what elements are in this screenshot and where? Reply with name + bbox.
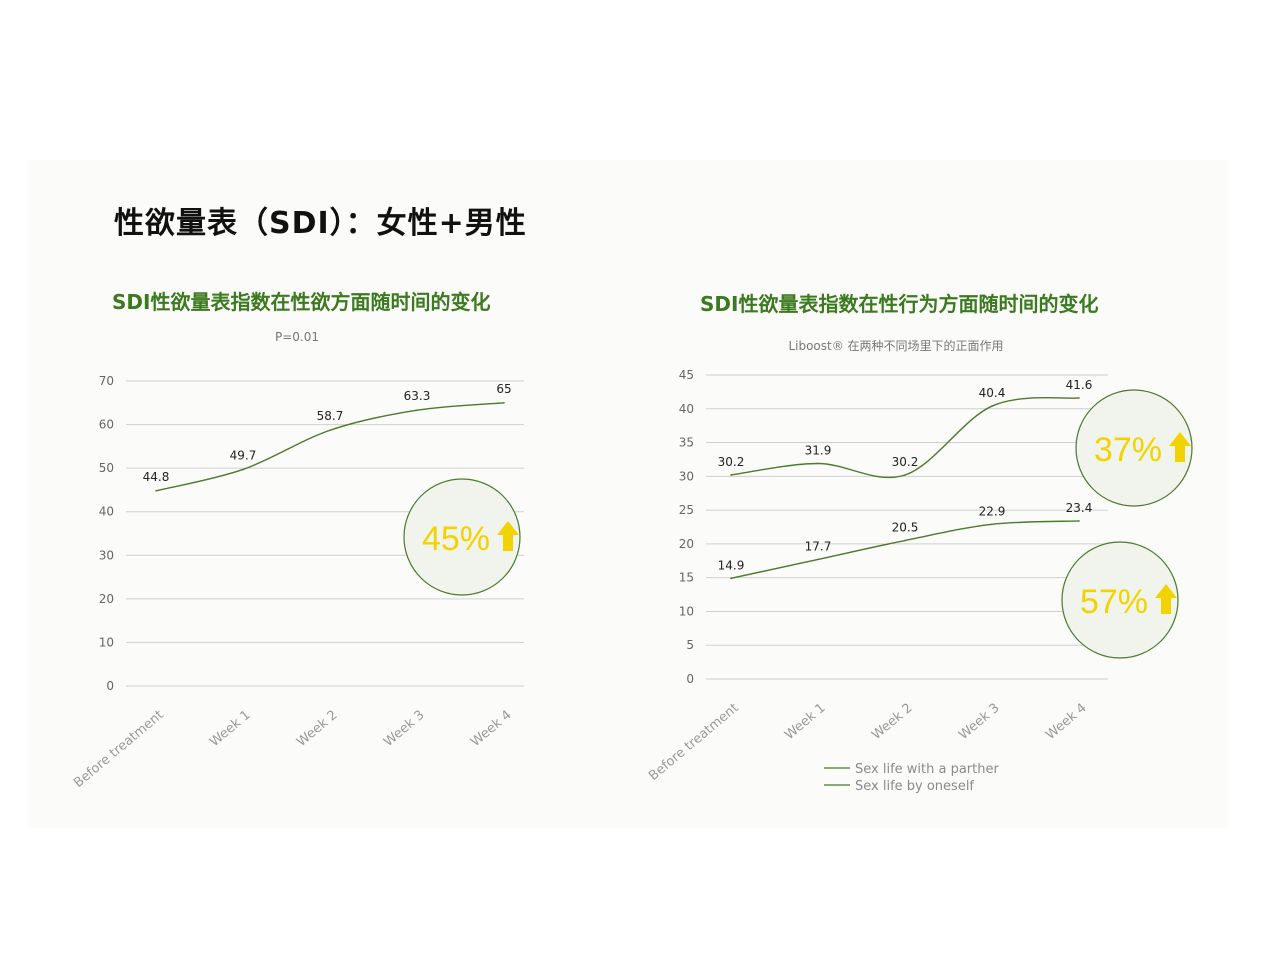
x-tick-label-1: Week 1	[782, 701, 828, 743]
sdi-behavior-chart: Liboost® 在两种不同场里下的正面作用 0 5 10 15 20 25 30 35 40 45…	[646, 338, 1193, 794]
y-tick-label-0: 0	[106, 679, 114, 693]
callout-circle-2	[1061, 541, 1179, 659]
callout-text-1: 37%	[1094, 431, 1162, 469]
callout-circle-1	[1075, 389, 1193, 507]
up-arrow-icon-1	[1169, 432, 1191, 462]
x-tick-label-2: Week 2	[869, 701, 915, 743]
chart-1-subtitle: P=0.01	[275, 330, 319, 344]
y-tick-label-35: 35	[679, 436, 694, 450]
data-label-0-4: 65	[496, 382, 511, 396]
data-label-1-3: 22.9	[979, 504, 1006, 518]
chart-2-title: SDI性欲量表指数在性行为方面随时间的变化	[700, 292, 1099, 316]
content-panel	[28, 160, 1228, 828]
y-tick-label-70: 70	[99, 374, 114, 388]
data-label-0-3: 63.3	[404, 389, 431, 403]
data-point-0-3	[991, 405, 993, 407]
up-arrow-icon-2	[1155, 584, 1177, 614]
legend-label-0: Sex life with a parther	[855, 762, 999, 777]
y-tick-label-15: 15	[679, 571, 694, 585]
x-tick-label-3: Week 3	[956, 701, 1002, 743]
data-label-1-4: 23.4	[1066, 501, 1093, 515]
data-point-0-1	[242, 468, 244, 471]
data-label-0-3: 40.4	[979, 386, 1006, 400]
chart-1-title: SDI性欲量表指数在性欲方面随时间的变化	[112, 290, 491, 314]
data-point-1-2	[904, 539, 906, 542]
y-tick-label-45: 45	[679, 368, 694, 382]
data-label-1-2: 20.5	[892, 521, 919, 535]
data-label-1-0: 14.9	[718, 558, 745, 572]
y-tick-label-40: 40	[99, 505, 114, 519]
y-tick-label-60: 60	[99, 418, 114, 432]
y-tick-label-30: 30	[99, 548, 114, 562]
legend-label-1: Sex life by oneself	[855, 779, 974, 794]
data-label-0-2: 58.7	[317, 409, 344, 423]
data-point-0-2	[329, 429, 331, 432]
x-tick-label-0: Before treatment	[646, 701, 741, 784]
up-arrow-icon-1	[497, 521, 519, 551]
data-point-0-0	[730, 474, 732, 476]
data-point-0-3	[416, 409, 418, 411]
callout-circle-1	[403, 478, 521, 596]
data-point-1-1	[817, 558, 819, 561]
data-label-0-0: 44.8	[143, 470, 170, 484]
data-label-0-1: 31.9	[805, 443, 832, 457]
data-label-0-0: 30.2	[718, 455, 745, 469]
data-point-1-0	[730, 577, 732, 580]
data-point-0-1	[817, 462, 819, 465]
y-tick-label-40: 40	[679, 402, 694, 416]
y-tick-label-0: 0	[686, 672, 694, 686]
y-tick-label-50: 50	[99, 461, 114, 475]
data-label-0-4: 41.6	[1066, 378, 1093, 392]
y-tick-label-10: 10	[679, 604, 694, 618]
data-label-1-1: 17.7	[805, 539, 832, 553]
y-tick-label-20: 20	[679, 537, 694, 551]
y-tick-label-30: 30	[679, 469, 694, 483]
y-tick-label-10: 10	[99, 635, 114, 649]
data-point-1-3	[991, 523, 993, 526]
data-point-0-4	[503, 401, 505, 404]
data-point-1-4	[1078, 520, 1080, 522]
chart-2-subtitle: Liboost® 在两种不同场里下的正面作用	[788, 338, 1003, 353]
data-label-0-2: 30.2	[892, 455, 919, 469]
page-title: 性欲量表（SDI）：女性+男性	[114, 206, 527, 241]
data-point-0-0	[155, 490, 157, 492]
y-tick-label-25: 25	[679, 503, 694, 517]
x-tick-label-4: Week 4	[1043, 701, 1089, 743]
data-point-0-2	[904, 474, 906, 476]
y-tick-label-5: 5	[686, 638, 694, 652]
data-label-0-1: 49.7	[230, 448, 257, 462]
data-point-0-4	[1078, 397, 1080, 399]
callout-text-2: 57%	[1080, 583, 1148, 621]
y-tick-label-20: 20	[99, 592, 114, 606]
callout-text-1: 45%	[422, 520, 490, 558]
